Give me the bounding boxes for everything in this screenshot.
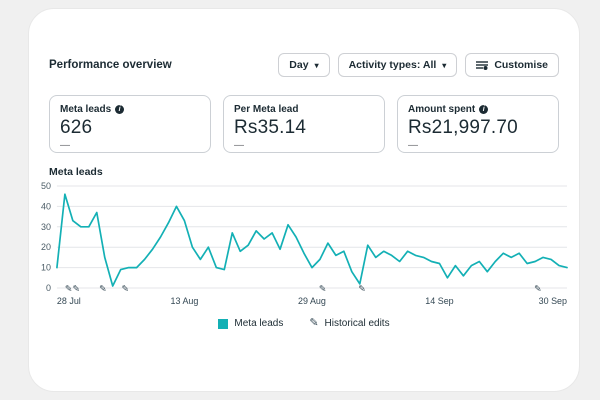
x-axis-tick-label: 14 Sep (425, 296, 453, 306)
stat-cards-row: Meta leads i 626 — Per Meta lead Rs35.14… (49, 95, 559, 153)
chart-title: Meta leads (49, 166, 103, 178)
stat-value: Rs35.14 (234, 117, 307, 138)
chart-area: 0 10 20 30 40 50 ✎ ✎ ✎ ✎ ✎ ✎ ✎ 28 Jul 13 Aug 29 Aug 14 S… (35, 180, 569, 312)
historical-edit-marker-icon[interactable]: ✎ (358, 283, 366, 293)
x-axis-tick-label: 28 Jul (57, 296, 81, 306)
historical-edit-marker-icon[interactable]: ✎ (73, 283, 81, 293)
stat-label: Per Meta lead (234, 104, 299, 115)
legend-swatch-icon (218, 318, 229, 329)
legend-label: Historical edits (324, 318, 390, 329)
historical-edit-marker-icon[interactable]: ✎ (319, 283, 327, 293)
chevron-down-icon: ▾ (442, 60, 447, 70)
header-controls: Day ▾ Activity types: All ▾ Customise (278, 53, 559, 77)
y-axis-tick-label: 0 (46, 283, 51, 293)
y-axis-tick-label: 30 (41, 222, 51, 232)
stat-delta: — (234, 140, 244, 151)
day-dropdown[interactable]: Day ▾ (278, 53, 330, 77)
customise-icon (476, 60, 489, 70)
legend-label: Meta leads (234, 318, 284, 329)
y-axis-tick-label: 10 (41, 263, 51, 273)
historical-edit-marker-icon[interactable]: ✎ (534, 283, 542, 293)
activity-types-label: Activity types: All (348, 59, 437, 71)
panel-header: Performance overview Day ▾ Activity type… (49, 53, 559, 77)
info-icon[interactable]: i (479, 105, 489, 114)
stat-card-meta-leads[interactable]: Meta leads i 626 — (49, 95, 211, 153)
x-axis-tick-label: 30 Sep (539, 296, 567, 306)
stat-value: 626 (60, 117, 93, 138)
stat-delta: — (60, 140, 70, 151)
chevron-down-icon: ▾ (314, 60, 319, 70)
meta-leads-series-line[interactable] (56, 193, 568, 287)
y-axis-tick-label: 20 (41, 242, 51, 252)
stat-card-per-meta-lead[interactable]: Per Meta lead Rs35.14 — (223, 95, 385, 153)
activity-types-dropdown[interactable]: Activity types: All ▾ (337, 53, 458, 77)
stat-card-amount-spent[interactable]: Amount spent i Rs21,997.70 — (397, 95, 559, 153)
stat-label: Meta leads (60, 104, 112, 115)
customise-button[interactable]: Customise (465, 53, 559, 77)
page-title: Performance overview (49, 59, 172, 71)
stat-value: Rs21,997.70 (408, 117, 518, 138)
info-icon[interactable]: i (115, 105, 125, 114)
legend-item-meta-leads[interactable]: Meta leads (218, 318, 283, 329)
pencil-icon: ✎ (309, 317, 319, 329)
chart-legend: Meta leads ✎ Historical edits (49, 318, 559, 329)
y-axis-tick-label: 50 (41, 181, 51, 191)
stat-label: Amount spent (408, 104, 476, 115)
legend-item-historical-edits[interactable]: ✎ Historical edits (309, 317, 390, 330)
day-dropdown-label: Day (289, 59, 309, 71)
historical-edit-marker-icon[interactable]: ✎ (122, 283, 130, 293)
x-axis-tick-label: 13 Aug (170, 296, 198, 306)
stat-delta: — (408, 140, 418, 151)
historical-edit-marker-icon[interactable]: ✎ (65, 283, 73, 293)
y-axis-tick-label: 40 (41, 201, 51, 211)
historical-edit-marker-icon[interactable]: ✎ (99, 283, 107, 293)
customise-label: Customise (494, 59, 548, 71)
performance-overview-panel: Performance overview Day ▾ Activity type… (28, 8, 580, 392)
x-axis-tick-label: 29 Aug (298, 296, 326, 306)
